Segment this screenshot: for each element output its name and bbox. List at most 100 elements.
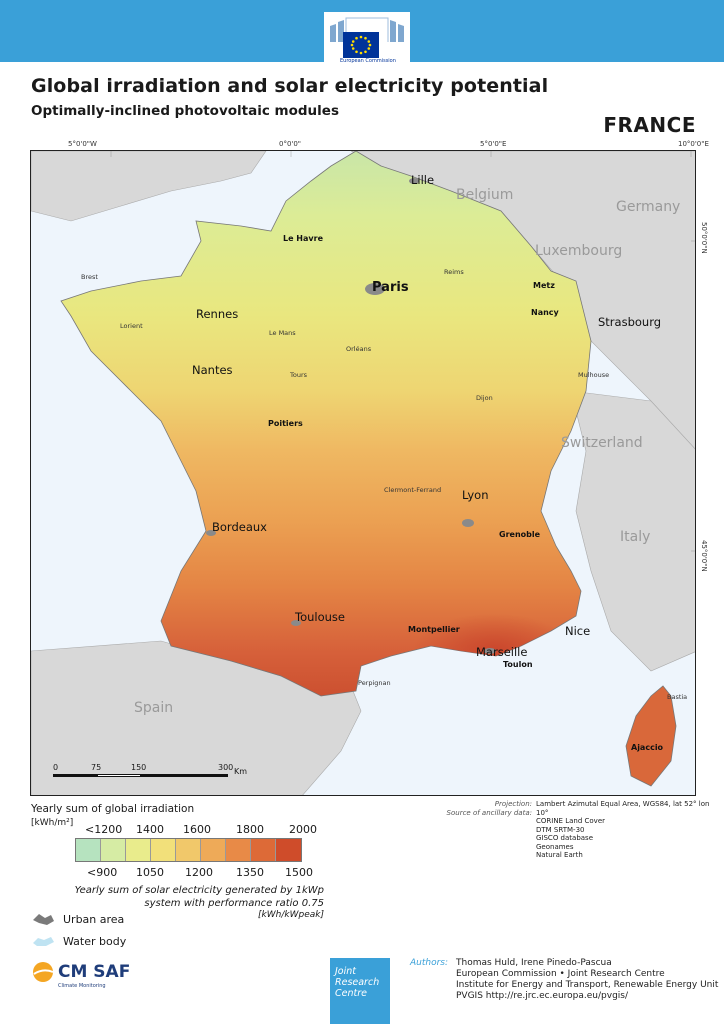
projection-label: Projection: — [494, 800, 532, 808]
lat-label-45n: 45°0'0"N — [700, 540, 708, 572]
scale-seg-1 — [53, 774, 97, 777]
city-poitiers: Poitiers — [268, 419, 303, 428]
source-values: Lambert Azimutal Equal Area, WGS84, lat … — [536, 800, 724, 860]
ancillary-label: Source of ancillary data: — [446, 808, 532, 817]
authors-block: Thomas Huld, Irene Pinedo-Pascua Europea… — [456, 958, 718, 1002]
city-nantes: Nantes — [192, 363, 233, 377]
lon-label-5e: 5°0'0"E — [480, 140, 507, 148]
lon-label-10e: 10°0'0"E — [678, 140, 709, 148]
city-lorient: Lorient — [120, 322, 143, 330]
water-body-icon — [33, 937, 54, 946]
scale-seg-2 — [97, 774, 141, 777]
city-bastia: Bastia — [667, 693, 688, 701]
city-orleans: Orléans — [346, 345, 372, 353]
land-switzerland-italy — [570, 390, 695, 672]
key-water: Water body — [31, 934, 126, 948]
ancillary-item: DTM SRTM-30 — [536, 825, 585, 834]
legend-bot-4: 1350 — [236, 866, 264, 879]
city-clermont-ferrand: Clermont-Ferrand — [384, 486, 442, 494]
jrc-line: Research — [335, 977, 380, 988]
city-lyon: Lyon — [462, 488, 489, 502]
legend-note: Yearly sum of solar electricity generate… — [74, 885, 324, 909]
city-brest: Brest — [81, 273, 98, 281]
scale-tick-150: 150 — [131, 763, 147, 772]
source-labels: Projection: Source of ancillary data: — [420, 800, 532, 817]
city-grenoble: Grenoble — [499, 530, 541, 539]
legend-bot-5: 1500 — [285, 866, 313, 879]
urban-areas — [206, 178, 496, 654]
legend-top-3: 1600 — [183, 823, 211, 836]
authors-line: European Commission • Joint Research Cen… — [456, 969, 665, 979]
cmsaf-logo: CM SAF Climate Monitoring — [31, 960, 130, 989]
scale-tick-75: 75 — [91, 763, 102, 772]
ancillary-item: GISCO database — [536, 834, 594, 842]
city-montpellier: Montpellier — [408, 625, 460, 634]
city-rennes: Rennes — [196, 307, 239, 321]
scale-tick-300: 300 — [218, 763, 234, 772]
european-commission-logo: European Commission — [324, 12, 410, 74]
key-water-label: Water body — [63, 934, 127, 948]
legend-bot-3: 1200 — [185, 866, 213, 879]
label-switzerland: Switzerland — [561, 435, 643, 451]
legend-swatch — [251, 839, 276, 861]
city-bordeaux: Bordeaux — [212, 520, 267, 534]
jrc-logo: Joint Research Centre — [330, 958, 390, 1024]
urban-area-icon — [33, 914, 54, 925]
ancillary-item: Geonames — [536, 842, 574, 851]
map-frame: Belgium Germany Luxembourg Switzerland I… — [30, 150, 696, 796]
jrc-line: Centre — [335, 988, 367, 999]
city-nancy: Nancy — [531, 308, 559, 317]
city-tours: Tours — [290, 371, 308, 379]
france-land — [60, 151, 592, 697]
city-metz: Metz — [533, 281, 555, 290]
legend-title: Yearly sum of global irradiation — [31, 803, 195, 815]
cmsaf-text: CM SAF — [58, 962, 131, 982]
legend-bot-1: <900 — [87, 866, 118, 879]
city-marseille: Marseille — [476, 645, 528, 659]
city-le-mans: Le Mans — [269, 329, 296, 337]
legend-top-2: 1400 — [136, 823, 164, 836]
legend-top-1: <1200 — [85, 823, 123, 836]
city-dijon: Dijon — [476, 394, 493, 402]
legend-bot-2: 1050 — [136, 866, 164, 879]
legend-swatch — [201, 839, 226, 861]
land-uk — [31, 151, 267, 222]
legend-swatch — [276, 839, 301, 861]
cmsaf-subtext: Climate Monitoring — [58, 983, 106, 989]
lat-label-50n: 50°0'0"N — [700, 222, 708, 254]
city-paris: Paris — [372, 280, 409, 295]
city-reims: Reims — [444, 268, 464, 276]
legend-top-5: 2000 — [289, 823, 317, 836]
label-belgium: Belgium — [456, 187, 514, 203]
corsica-land — [625, 685, 677, 787]
city-lille: Lille — [411, 173, 435, 187]
label-italy: Italy — [620, 529, 651, 545]
jrc-line: Joint — [335, 966, 356, 977]
legend-swatch — [76, 839, 101, 861]
scale-seg-3 — [141, 774, 228, 777]
lon-label-5w: 5°0'0"W — [68, 140, 97, 148]
south-heat-overlay — [351, 561, 581, 666]
legend-swatch — [126, 839, 151, 861]
legend-top-4: 1800 — [236, 823, 264, 836]
lon-label-0: 0°0'0" — [279, 140, 302, 148]
legend-unit: [kWh/m²] — [31, 818, 74, 828]
label-germany: Germany — [616, 199, 681, 215]
key-urban-label: Urban area — [63, 912, 125, 926]
logo-text: European Commission — [340, 58, 396, 64]
key-urban: Urban area — [31, 912, 124, 926]
legend-swatch — [101, 839, 126, 861]
ancillary-item: CORINE Land Cover — [536, 817, 606, 825]
country-name: FRANCE — [603, 113, 696, 137]
authors-line: PVGIS http://re.jrc.ec.europa.eu/pvgis/ — [456, 991, 629, 1001]
page-subtitle: Optimally-inclined photovoltaic modules — [31, 103, 339, 119]
legend-swatch — [176, 839, 201, 861]
label-spain: Spain — [134, 700, 174, 716]
authors-line: Institute for Energy and Transport, Rene… — [456, 980, 719, 990]
scale-tick-0: 0 — [53, 763, 59, 772]
ancillary-item: Natural Earth — [536, 851, 583, 859]
city-le-havre: Le Havre — [283, 234, 323, 243]
city-ajaccio: Ajaccio — [631, 743, 664, 752]
building-icon — [330, 17, 404, 42]
label-luxembourg: Luxembourg — [535, 243, 623, 259]
